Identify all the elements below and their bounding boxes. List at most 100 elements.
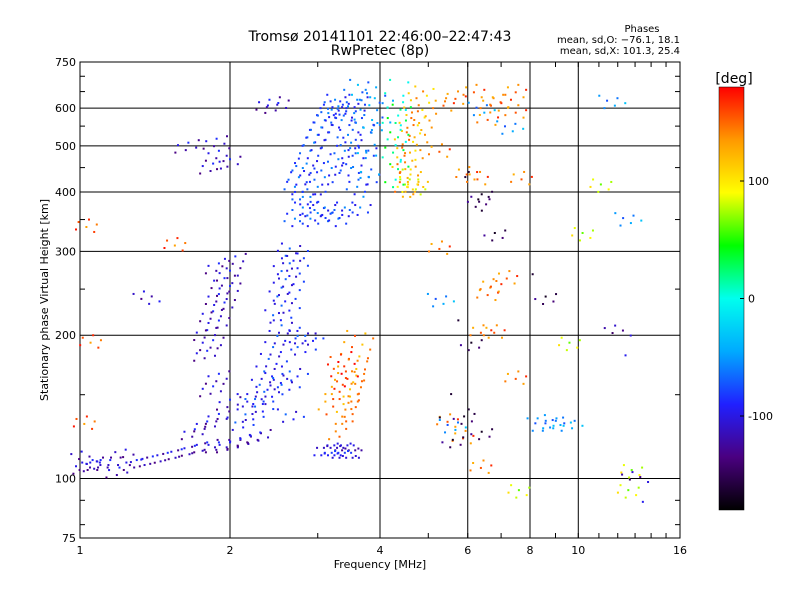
data-point: [204, 425, 207, 428]
data-point: [354, 121, 357, 124]
data-point: [207, 375, 210, 378]
data-point: [353, 334, 356, 337]
data-point: [363, 109, 366, 112]
data-point: [193, 444, 196, 447]
data-point: [449, 446, 452, 449]
data-point: [284, 254, 287, 257]
data-point: [622, 464, 625, 467]
data-point: [225, 135, 228, 138]
data-point: [286, 254, 289, 257]
data-point: [340, 372, 343, 375]
data-point: [402, 101, 405, 104]
data-point: [345, 110, 348, 113]
data-point: [218, 443, 221, 446]
data-point: [404, 183, 407, 186]
data-point: [525, 494, 528, 497]
data-point: [472, 326, 475, 329]
data-point: [201, 449, 204, 452]
data-point: [204, 272, 207, 275]
data-point: [306, 225, 309, 228]
data-point: [522, 116, 525, 119]
data-point: [428, 101, 431, 104]
data-point: [514, 91, 517, 94]
data-point: [401, 195, 404, 198]
data-point: [476, 171, 479, 174]
data-point: [610, 180, 613, 183]
data-point: [420, 129, 423, 132]
data-point: [528, 486, 531, 489]
data-point: [345, 222, 348, 225]
data-point: [299, 152, 302, 155]
data-point: [628, 478, 631, 481]
data-point: [389, 163, 392, 166]
data-point: [454, 97, 457, 100]
data-point: [489, 285, 492, 288]
data-point: [393, 138, 396, 141]
data-point: [326, 93, 329, 96]
data-point: [254, 395, 257, 398]
data-point: [489, 111, 492, 114]
data-point: [562, 416, 565, 419]
data-point: [341, 106, 344, 109]
data-point: [239, 282, 242, 285]
data-point: [132, 292, 135, 295]
data-point: [287, 99, 290, 102]
data-point: [466, 180, 469, 183]
data-point: [96, 460, 99, 463]
data-point: [386, 138, 389, 141]
data-point: [452, 102, 455, 105]
data-point: [397, 168, 400, 171]
data-point: [286, 332, 289, 335]
data-point: [325, 413, 328, 416]
data-point: [272, 378, 275, 381]
data-point: [85, 225, 88, 228]
data-point: [236, 163, 239, 166]
data-point: [301, 144, 304, 147]
data-point: [336, 144, 339, 147]
data-point: [164, 459, 167, 462]
data-point: [445, 97, 448, 100]
data-point: [252, 418, 255, 421]
data-point: [466, 200, 469, 203]
data-point: [352, 165, 355, 168]
data-point: [314, 141, 317, 144]
data-point: [504, 114, 507, 117]
data-point: [475, 83, 478, 86]
data-point: [226, 277, 229, 280]
data-point: [119, 456, 122, 459]
data-point: [203, 427, 206, 430]
data-point: [254, 398, 257, 401]
data-point: [469, 442, 472, 445]
data-point: [346, 133, 349, 136]
data-point: [491, 239, 494, 242]
y-axis-ticks: 75 100 200 300 400 500 600 750: [55, 56, 680, 545]
data-point: [204, 159, 207, 162]
data-point: [479, 288, 482, 291]
data-point: [219, 315, 222, 318]
data-point: [560, 429, 563, 432]
data-point: [415, 97, 418, 100]
data-point: [327, 209, 330, 212]
data-point: [448, 148, 451, 151]
data-point: [193, 359, 196, 362]
data-point: [394, 190, 397, 193]
data-point: [215, 326, 218, 329]
data-point: [266, 388, 269, 391]
data-point: [219, 390, 222, 393]
data-point: [294, 353, 297, 356]
data-point: [356, 185, 359, 188]
data-point: [404, 119, 407, 122]
data-point: [430, 145, 433, 148]
data-point: [299, 220, 302, 223]
data-point: [479, 466, 482, 469]
data-point: [314, 332, 317, 335]
data-point: [367, 149, 370, 152]
data-point: [215, 137, 218, 140]
data-point: [93, 467, 96, 470]
data-point: [357, 399, 360, 402]
data-point: [366, 360, 369, 363]
data-point: [328, 131, 331, 134]
data-point: [309, 195, 312, 198]
data-point: [268, 329, 271, 332]
data-point: [462, 102, 465, 105]
